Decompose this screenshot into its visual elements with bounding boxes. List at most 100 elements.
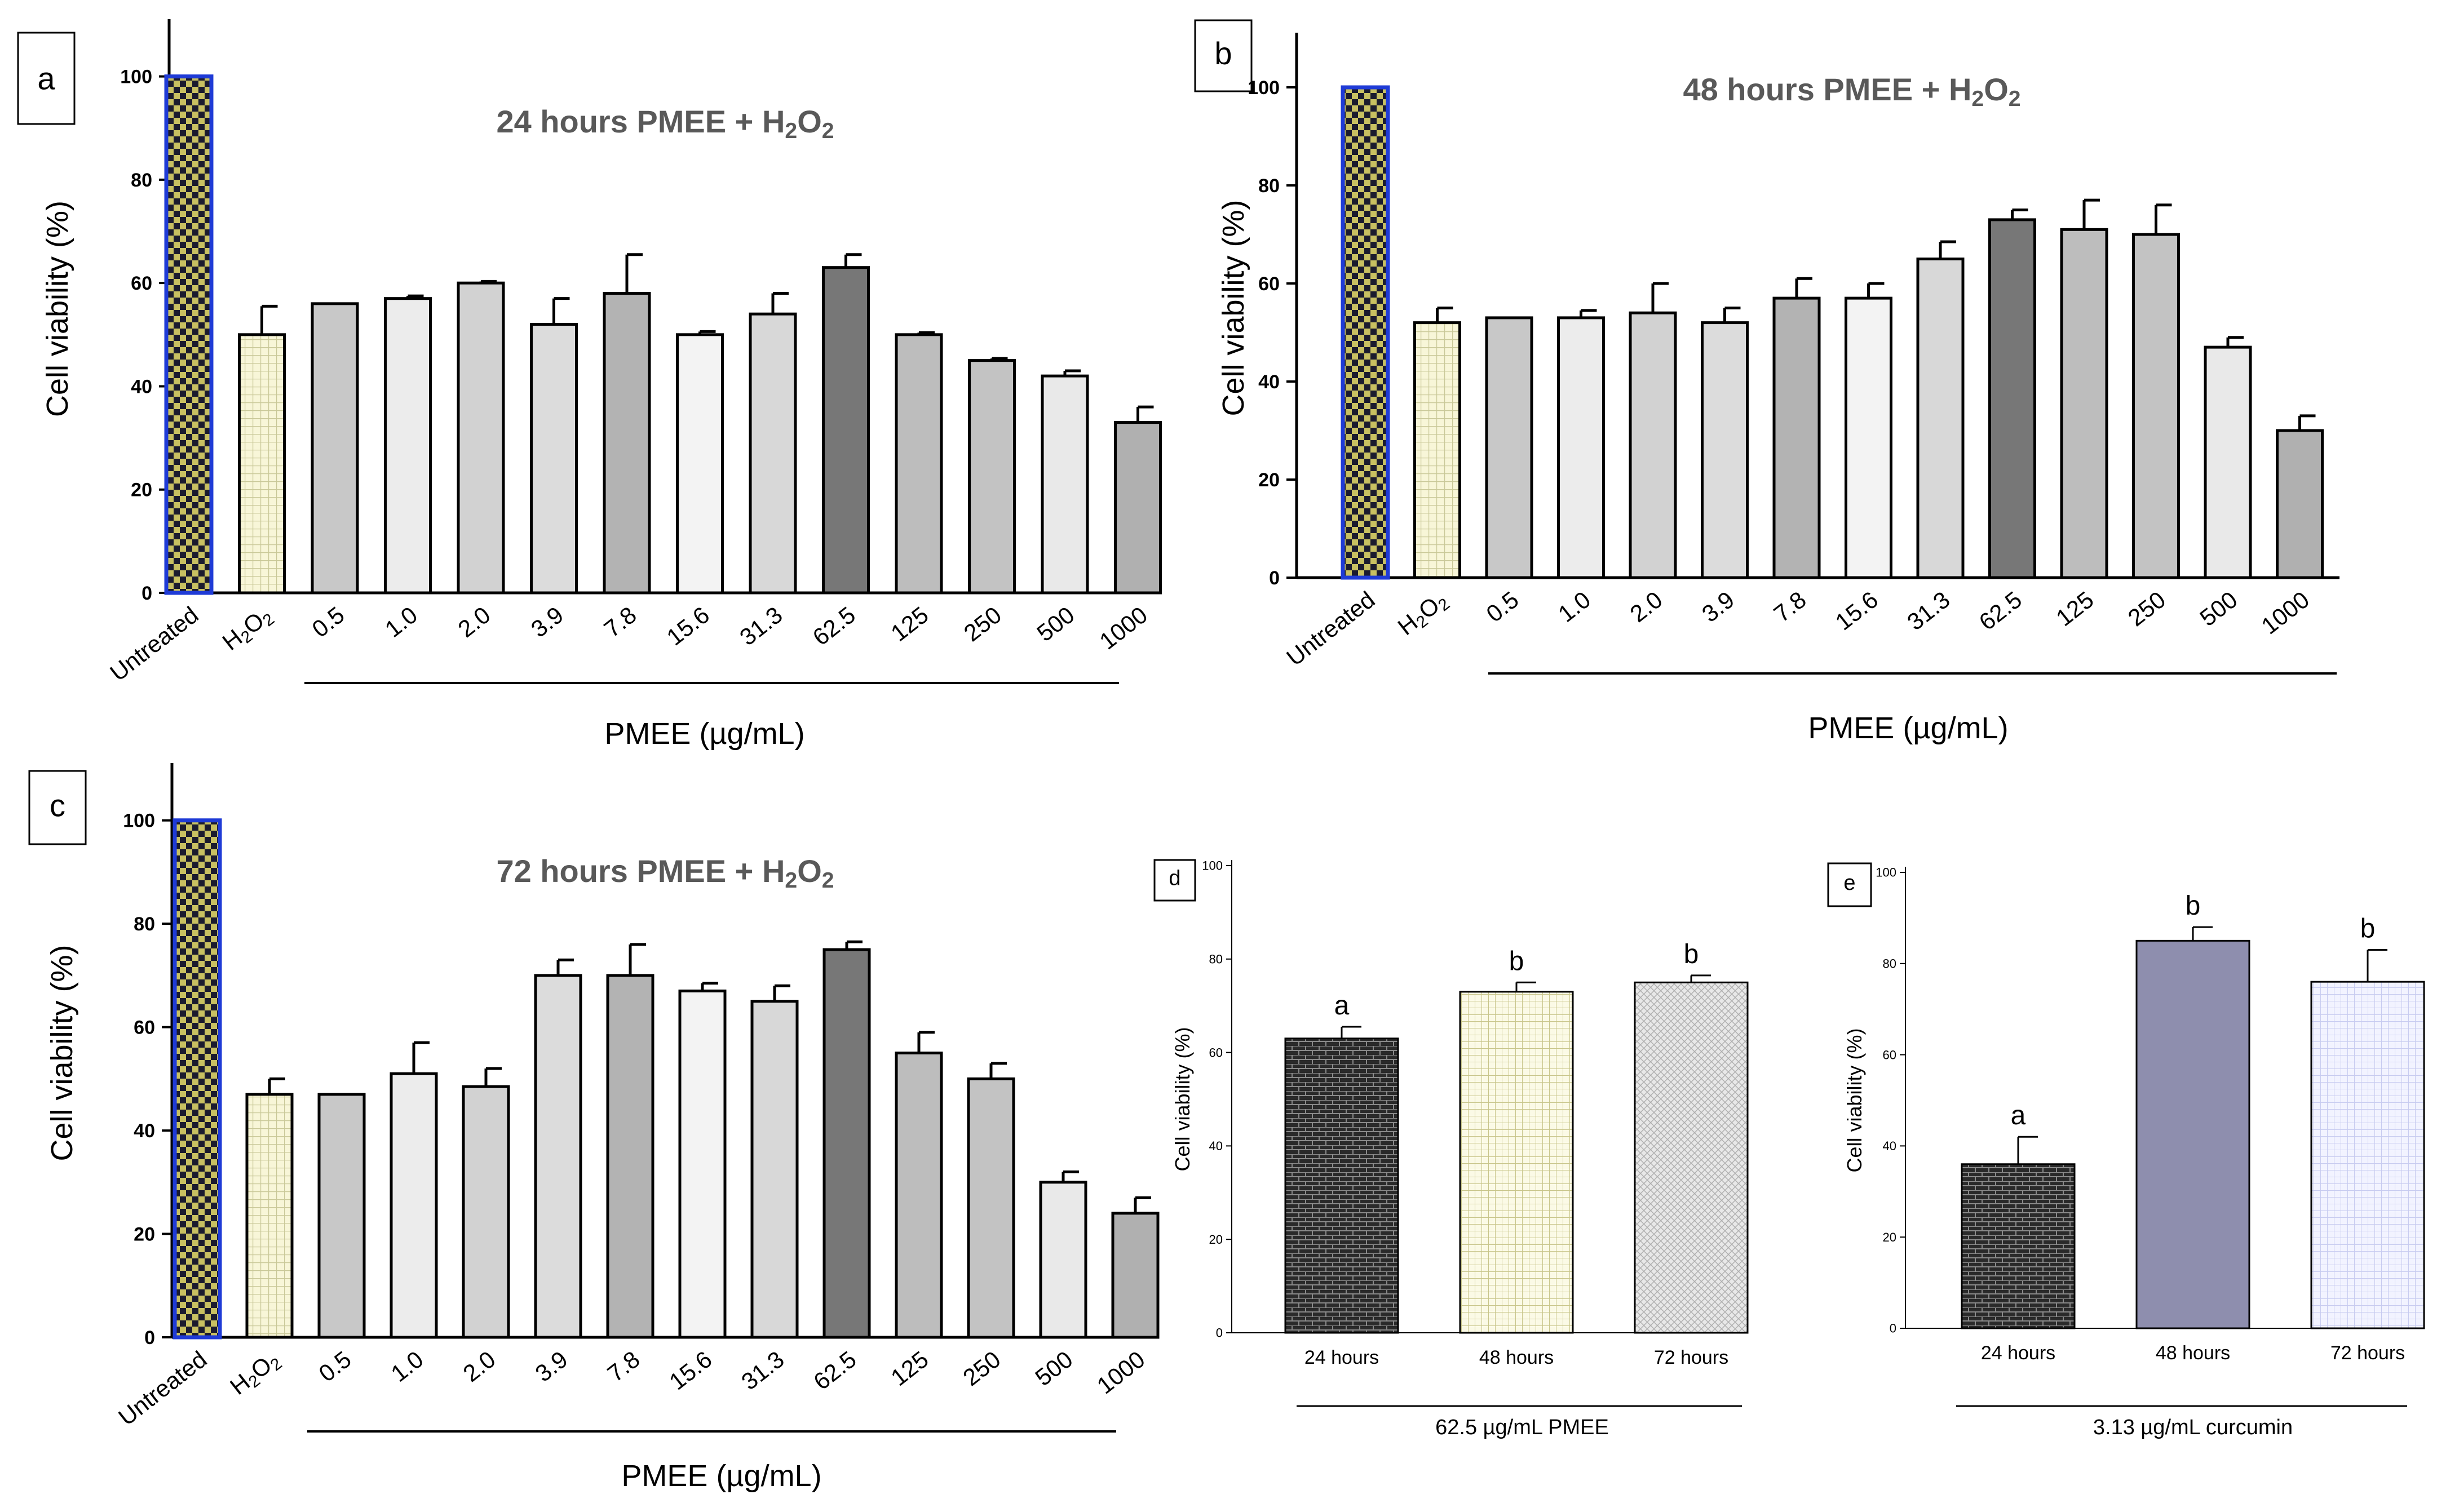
x-tick-label: 7.8 (599, 601, 642, 642)
x-tick-label: 500 (1032, 601, 1079, 646)
bar (1988, 218, 2036, 579)
bar (462, 1085, 510, 1339)
x-tick-label: 500 (1030, 1346, 1077, 1391)
bar (2310, 981, 2425, 1329)
chart-title-part: 2 (822, 119, 834, 143)
panel-label-box (1194, 19, 1253, 92)
bar (238, 333, 286, 595)
x-tick-label: 125 (2051, 586, 2098, 631)
x-tick-label: 3.9 (530, 1346, 573, 1387)
y-tick-label: 40 (131, 376, 152, 397)
y-axis-label: Cell viability (%) (45, 945, 79, 1161)
x-tick-label: 1000 (1094, 601, 1152, 655)
x-tick-label: 72 hours (1654, 1347, 1728, 1368)
y-tick-label: 60 (134, 1017, 155, 1039)
x-tick-label: 15.6 (664, 1346, 717, 1395)
x-tick-label: 0.5 (1481, 586, 1524, 627)
y-tick-label: 0 (1269, 567, 1280, 589)
x-tick-label: 48 hours (1479, 1347, 1554, 1368)
y-tick-label: 20 (134, 1223, 155, 1245)
y-tick-label: 0 (141, 583, 152, 604)
significance-letter: b (2186, 891, 2201, 921)
significance-letter: b (1509, 946, 1524, 976)
x-tick-label: H2O2 (1393, 586, 1454, 642)
chart-title-part: O (797, 104, 822, 139)
bar (1701, 321, 1749, 579)
x-tick-label: 1.0 (380, 601, 422, 642)
x-tick-label: 24 hours (1304, 1347, 1379, 1368)
bar (1634, 981, 1749, 1334)
y-tick-label: 100 (123, 810, 155, 832)
chart-title-part: 2 (822, 868, 834, 893)
bar (245, 1093, 294, 1339)
significance-letter: b (1684, 939, 1699, 969)
bar (2276, 429, 2324, 579)
bar (1459, 991, 1574, 1334)
significance-letter: b (2360, 914, 2376, 944)
x-tick-label: 15.6 (662, 601, 714, 650)
x-tick-label: 250 (959, 601, 1006, 646)
bar (173, 818, 222, 1340)
x-tick-label: 31.3 (1902, 586, 1954, 635)
y-axis-label: Cell viability (%) (41, 201, 74, 417)
bar (1111, 1212, 1160, 1339)
bar (895, 1052, 943, 1339)
bar (1916, 258, 1965, 579)
panel-label-box (28, 770, 87, 845)
bar (606, 974, 654, 1339)
bar (2060, 228, 2108, 579)
x-tick-label: Untreated (113, 1346, 211, 1431)
x-tick-label: H2O2 (225, 1346, 286, 1402)
y-tick-label: 40 (1209, 1139, 1223, 1153)
bar (1485, 316, 1533, 579)
bar (530, 322, 578, 595)
x-tick-label: 1000 (2256, 586, 2314, 640)
y-tick-label: 40 (134, 1120, 155, 1142)
bar (822, 266, 870, 595)
bar (1629, 311, 1677, 579)
panel-label-box (17, 32, 76, 125)
y-tick-label: 20 (1209, 1232, 1223, 1247)
x-tick-label: Untreated (1281, 586, 1379, 671)
chart-title-part: 2 (785, 868, 797, 893)
y-tick-label: 0 (1216, 1326, 1223, 1340)
y-tick-label: 60 (1883, 1048, 1896, 1062)
x-tick-label: 15.6 (1830, 586, 1883, 635)
y-tick-label: 20 (1883, 1230, 1896, 1244)
significance-letter: a (2011, 1101, 2026, 1130)
y-tick-label: 40 (1258, 371, 1280, 393)
y-tick-label: 60 (131, 273, 152, 294)
bar (1114, 421, 1162, 595)
x-tick-label: 125 (886, 601, 933, 646)
x-tick-label: 2.0 (458, 1346, 501, 1387)
bar (390, 1072, 438, 1339)
significance-letter: a (1334, 991, 1350, 1021)
bar (1557, 316, 1605, 579)
x-tick-label: 1000 (1092, 1346, 1150, 1399)
x-axis-label: PMEE (µg/mL) (1808, 711, 2008, 745)
y-tick-label: 0 (144, 1327, 155, 1349)
bar (2132, 233, 2180, 579)
y-tick-label: 0 (1890, 1322, 1896, 1336)
chart-title: 72 hours PMEE + H2O2 (496, 853, 834, 893)
y-tick-label: 100 (1248, 77, 1280, 99)
bar (384, 297, 432, 595)
chart-title-part: 48 hours PMEE + H (1683, 72, 1971, 107)
y-tick-label: 100 (1876, 866, 1896, 880)
chart-title-part: 2 (2009, 87, 2021, 111)
x-tick-label: 1.0 (386, 1346, 428, 1387)
bar (1961, 1163, 2076, 1329)
chart-title-part: O (797, 853, 822, 889)
bar (967, 1077, 1015, 1339)
x-tick-label: 62.5 (808, 601, 860, 650)
y-tick-label: 100 (120, 66, 152, 88)
x-axis-label: PMEE (µg/mL) (621, 1459, 821, 1493)
bar (2135, 939, 2250, 1329)
bar (534, 974, 582, 1339)
x-axis-label: 3.13 µg/mL curcumin (2093, 1416, 2293, 1439)
y-tick-label: 80 (134, 914, 155, 935)
